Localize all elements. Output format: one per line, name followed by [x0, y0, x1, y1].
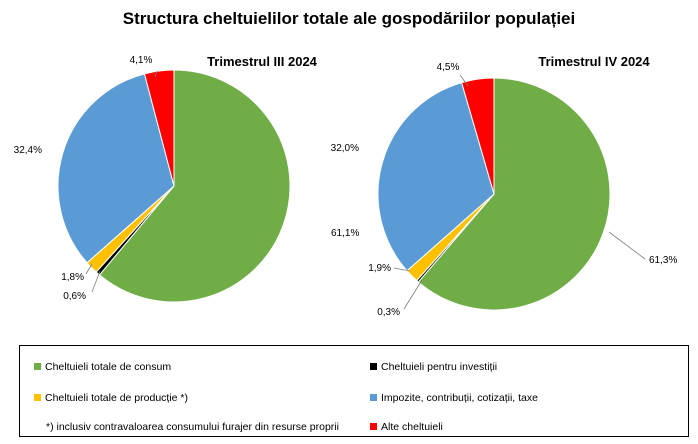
pie-title: Trimestrul IV 2024 [538, 54, 650, 69]
data-label-productie: 1,9% [368, 263, 391, 274]
legend-label: Impozite, contribuții, cotizații, taxe [381, 392, 538, 404]
legend-swatch-investitii [370, 363, 377, 370]
legend-swatch-consum [34, 363, 41, 370]
legend-label: Cheltuieli totale de producție *) [45, 392, 189, 404]
pie-slice-impozite [57, 73, 175, 264]
pie-charts: Trimestrul III 2024 61,1% 0,6% 1,8% 32,4% 4,1… [14, 54, 678, 318]
leader-line [459, 74, 469, 87]
legend-swatch-productie [34, 394, 41, 401]
data-label-investitii: 0,6% [63, 291, 86, 302]
legend-label: Alte cheltuieli [381, 421, 443, 433]
leader-line [154, 70, 158, 78]
data-label-consum: 61,1% [331, 228, 359, 239]
pie-chart-2: Trimestrul IV 2024 61,3% 0,3% 1,9% 32,0% 4,5% [331, 54, 678, 318]
data-label-alte: 4,5% [437, 62, 460, 73]
legend-item-productie: Cheltuieli totale de producție *) [34, 392, 188, 404]
pie-title: Trimestrul III 2024 [207, 54, 318, 69]
legend-item-consum: Cheltuieli totale de consum [34, 361, 171, 373]
pie-slice-alte [461, 77, 495, 195]
legend-label: Cheltuieli pentru investiții [381, 361, 498, 373]
legend: Cheltuieli totale de consum Cheltuieli p… [19, 345, 689, 437]
data-label-impozite: 32,0% [331, 143, 359, 154]
pie-chart-1: Trimestrul III 2024 61,1% 0,6% 1,8% 32,4% 4,1… [14, 54, 359, 303]
pie-slice-alte [143, 69, 175, 187]
pie-slice-impozite [377, 81, 495, 272]
leader-line [608, 231, 646, 260]
leader-line [403, 279, 423, 310]
pie-slice-consum [98, 69, 291, 303]
data-label-alte: 4,1% [130, 55, 153, 66]
data-label-investitii: 0,3% [377, 307, 400, 318]
data-label-productie: 1,8% [61, 272, 84, 283]
data-label-impozite: 32,4% [14, 145, 42, 156]
leader-line [393, 267, 411, 272]
chart-title: Structura cheltuielilor totale ale gospo… [122, 9, 576, 28]
legend-item-impozite: Impozite, contribuții, cotizații, taxe [370, 392, 538, 404]
data-label-consum: 61,3% [649, 255, 677, 266]
legend-swatch-impozite [370, 394, 377, 401]
leader-line [85, 263, 93, 275]
legend-item-investitii: Cheltuieli pentru investiții [370, 361, 497, 373]
leader-line [91, 270, 101, 293]
legend-label: Cheltuieli totale de consum [45, 361, 172, 373]
legend-item-alte: Alte cheltuieli [370, 421, 443, 433]
legend-footnote: *) inclusiv contravaloarea consumului fu… [46, 421, 339, 433]
footnote-text: *) inclusiv contravaloarea consumului fu… [46, 421, 339, 433]
pie-slice-consum [417, 77, 611, 311]
legend-swatch-alte [370, 423, 377, 430]
